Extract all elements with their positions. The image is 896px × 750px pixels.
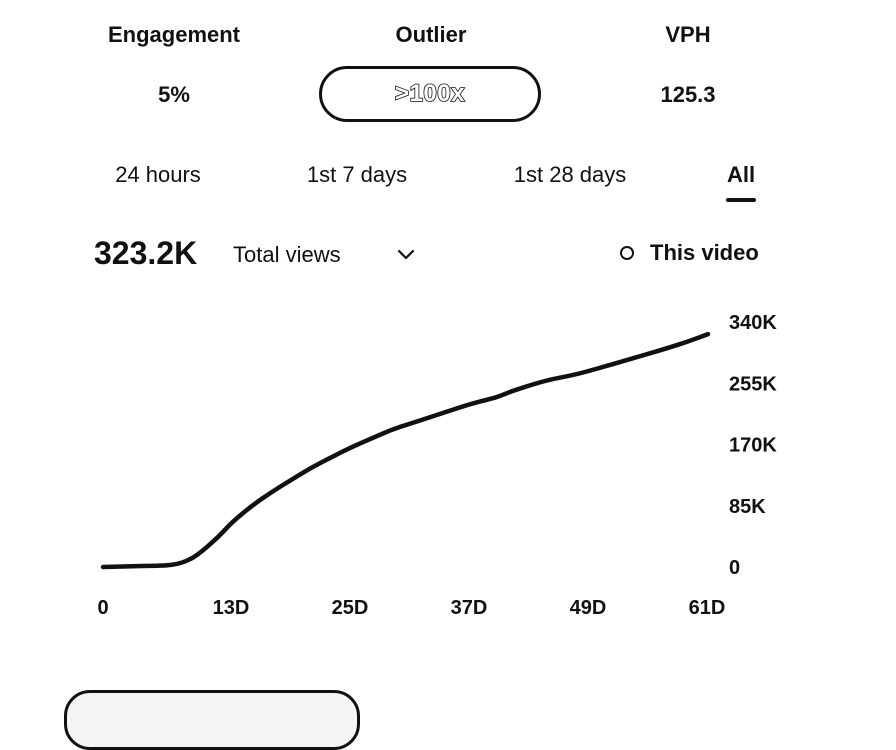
x-tick-label: 25D (332, 597, 369, 619)
outlier-badge[interactable]: >100x (319, 66, 541, 122)
metric-dropdown-label: Total views (233, 242, 341, 267)
tab-first-28-days[interactable]: 1st 28 days (513, 162, 627, 187)
x-tick-label: 61D (689, 597, 726, 619)
legend-label: This video (650, 240, 759, 265)
x-tick-label: 13D (213, 597, 250, 619)
tab-first-7-days[interactable]: 1st 7 days (306, 162, 408, 187)
outlier-label: Outlier (395, 22, 467, 47)
metric-dropdown[interactable]: Total views (233, 240, 423, 270)
active-tab-indicator (726, 198, 756, 202)
vph-value: 125.3 (660, 82, 716, 107)
engagement-value: 5% (158, 82, 190, 107)
y-tick-label: 340K (729, 312, 777, 334)
y-tick-label: 170K (729, 435, 777, 457)
y-tick-label: 85K (729, 496, 766, 518)
outlier-value: >100x (394, 79, 465, 108)
y-tick-label: 0 (729, 557, 740, 579)
chart-legend: This video (620, 240, 759, 266)
chevron-down-icon (397, 249, 415, 260)
series-line-0 (100, 331, 711, 570)
vph-label: VPH (665, 22, 711, 47)
engagement-label: Engagement (107, 22, 241, 47)
tab-24-hours[interactable]: 24 hours (115, 162, 201, 187)
bottom-card[interactable] (64, 690, 360, 750)
x-tick-label: 49D (570, 597, 607, 619)
views-line-chart: 0 85K 170K 255K 340K 0 13D 25D 37D 49D 61D (97, 312, 777, 619)
tab-all[interactable]: All (726, 162, 756, 187)
x-tick-label: 37D (451, 597, 488, 619)
metric-total-value: 323.2K (94, 235, 198, 271)
y-tick-label: 255K (729, 373, 777, 395)
circle-outline-icon (620, 246, 634, 260)
x-tick-label: 0 (97, 597, 108, 619)
